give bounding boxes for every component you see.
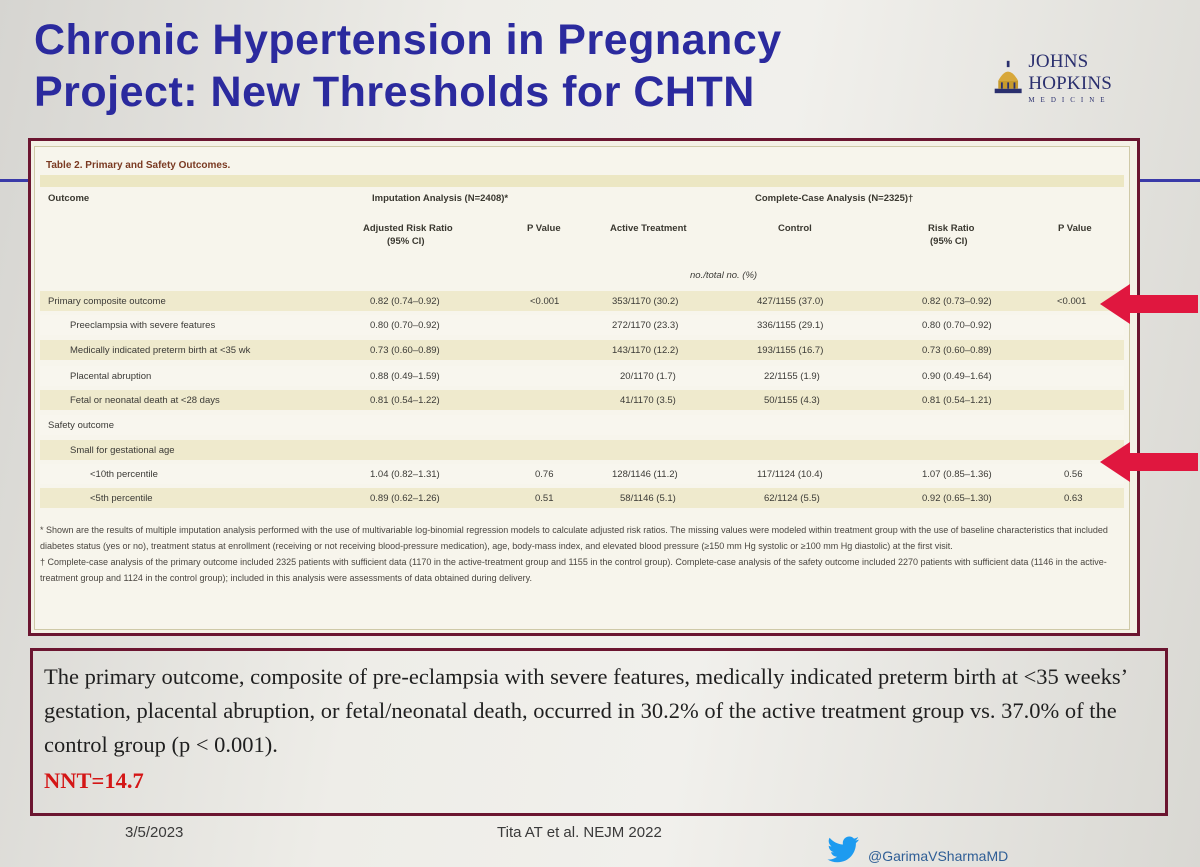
cell-risk-ratio: 0.73 (0.60–0.89) xyxy=(922,345,992,356)
summary-text: The primary outcome, composite of pre-ec… xyxy=(44,664,1127,757)
cell-outcome: Primary composite outcome xyxy=(48,296,166,307)
cell-active: 58/1146 (5.1) xyxy=(620,493,676,504)
arrow-left-icon xyxy=(1100,442,1198,482)
cell-control: 193/1155 (16.7) xyxy=(757,345,824,356)
summary-box xyxy=(30,648,1168,816)
twitter-handle: @GarimaVSharmaMD xyxy=(868,848,1009,864)
cell-adjusted-rr: 0.81 (0.54–1.22) xyxy=(370,395,440,406)
cell-p-value-2: 0.56 xyxy=(1064,469,1083,480)
cell-active: 41/1170 (3.5) xyxy=(620,395,676,406)
cell-adjusted-rr: 0.73 (0.60–0.89) xyxy=(370,345,440,356)
cell-p-value-2: 0.63 xyxy=(1064,493,1083,504)
cell-active: 353/1170 (30.2) xyxy=(612,296,679,307)
header-p-value-2: P Value xyxy=(1058,223,1092,234)
footer-date: 3/5/2023 xyxy=(125,824,184,841)
logo-subtitle: MEDICINE xyxy=(1028,95,1111,104)
nnt-value: NNT=14.7 xyxy=(44,768,144,793)
cell-control: 50/1155 (4.3) xyxy=(764,395,820,406)
footnote-complete-case: † Complete-case analysis of the primary … xyxy=(40,557,1107,583)
cell-risk-ratio: 0.82 (0.73–0.92) xyxy=(922,296,992,307)
cell-control: 427/1155 (37.0) xyxy=(757,296,824,307)
header-adjusted-rr-ci: (95% CI) xyxy=(387,236,425,247)
slide-title-line-1: Chronic Hypertension in Pregnancy xyxy=(34,16,782,64)
header-active-treatment: Active Treatment xyxy=(610,223,687,234)
cell-risk-ratio: 1.07 (0.85–1.36) xyxy=(922,469,992,480)
row-band xyxy=(40,415,1124,435)
cell-control: 336/1155 (29.1) xyxy=(757,320,824,331)
cell-control: 117/1124 (10.4) xyxy=(757,469,823,480)
table-caption: Table 2. Primary and Safety Outcomes. xyxy=(46,160,231,171)
cell-adjusted-rr: 0.82 (0.74–0.92) xyxy=(370,296,440,307)
row-band xyxy=(40,440,1124,460)
cell-active: 128/1146 (11.2) xyxy=(612,469,678,480)
dome-icon xyxy=(994,60,1022,94)
row-band xyxy=(40,464,1124,484)
cell-outcome-subsection: Small for gestational age xyxy=(70,445,175,456)
footer-citation: Tita AT et al. NEJM 2022 xyxy=(497,824,662,841)
cell-active: 20/1170 (1.7) xyxy=(620,371,676,382)
cell-p-value: <0.001 xyxy=(530,296,560,307)
cell-outcome-section: Safety outcome xyxy=(48,420,115,431)
row-band xyxy=(40,315,1124,335)
header-units: no./total no. (%) xyxy=(690,270,758,281)
header-adjusted-rr: Adjusted Risk Ratio xyxy=(363,223,453,234)
header-outcome: Outcome xyxy=(48,193,90,204)
header-complete-case: Complete-Case Analysis (N=2325)† xyxy=(755,193,914,204)
header-risk-ratio-ci: (95% CI) xyxy=(930,236,968,247)
cell-active: 143/1170 (12.2) xyxy=(612,345,679,356)
cell-outcome: <5th percentile xyxy=(90,493,153,504)
row-band xyxy=(40,390,1124,410)
row-band xyxy=(40,291,1124,311)
header-control: Control xyxy=(778,223,812,234)
table-panel xyxy=(34,146,1130,630)
cell-control: 62/1124 (5.5) xyxy=(764,493,820,504)
header-imputation: Imputation Analysis (N=2408)* xyxy=(372,193,509,204)
cell-p-value: 0.76 xyxy=(535,469,554,480)
cell-risk-ratio: 0.80 (0.70–0.92) xyxy=(922,320,992,331)
cell-risk-ratio: 0.81 (0.54–1.21) xyxy=(922,395,992,406)
arrow-left-icon xyxy=(1100,284,1198,324)
johns-hopkins-logo: JOHNS HOPKINS MEDICINE xyxy=(992,50,1162,104)
cell-p-value: 0.51 xyxy=(535,493,554,504)
footnote-imputation: * Shown are the results of multiple impu… xyxy=(40,525,1108,551)
cell-outcome: <10th percentile xyxy=(90,469,158,480)
row-band xyxy=(40,340,1124,360)
table-header-band xyxy=(40,175,1124,187)
row-band xyxy=(40,366,1124,386)
header-risk-ratio: Risk Ratio xyxy=(928,223,975,234)
logo-name: JOHNS HOPKINS xyxy=(1028,50,1113,94)
row-band xyxy=(40,488,1124,508)
cell-adjusted-rr: 0.89 (0.62–1.26) xyxy=(370,493,440,504)
slide-title-line-2: Project: New Thresholds for CHTN xyxy=(34,68,755,116)
twitter-bird-icon xyxy=(827,836,859,863)
cell-risk-ratio: 0.92 (0.65–1.30) xyxy=(922,493,992,504)
cell-active: 272/1170 (23.3) xyxy=(612,320,679,331)
cell-outcome: Preeclampsia with severe features xyxy=(70,320,216,331)
cell-adjusted-rr: 0.88 (0.49–1.59) xyxy=(370,371,440,382)
cell-adjusted-rr: 0.80 (0.70–0.92) xyxy=(370,320,440,331)
cell-outcome: Placental abruption xyxy=(70,371,152,382)
cell-adjusted-rr: 1.04 (0.82–1.31) xyxy=(370,469,440,480)
table-footnotes: * Shown are the results of multiple impu… xyxy=(40,522,1126,586)
cell-outcome: Fetal or neonatal death at <28 days xyxy=(70,395,220,406)
header-p-value: P Value xyxy=(527,223,561,234)
cell-control: 22/1155 (1.9) xyxy=(764,371,820,382)
cell-outcome: Medically indicated preterm birth at <35… xyxy=(70,345,251,356)
cell-risk-ratio: 0.90 (0.49–1.64) xyxy=(922,371,992,382)
cell-p-value-2: <0.001 xyxy=(1057,296,1087,307)
slide-title: Chronic Hypertension in Pregnancy Projec… xyxy=(34,14,894,118)
